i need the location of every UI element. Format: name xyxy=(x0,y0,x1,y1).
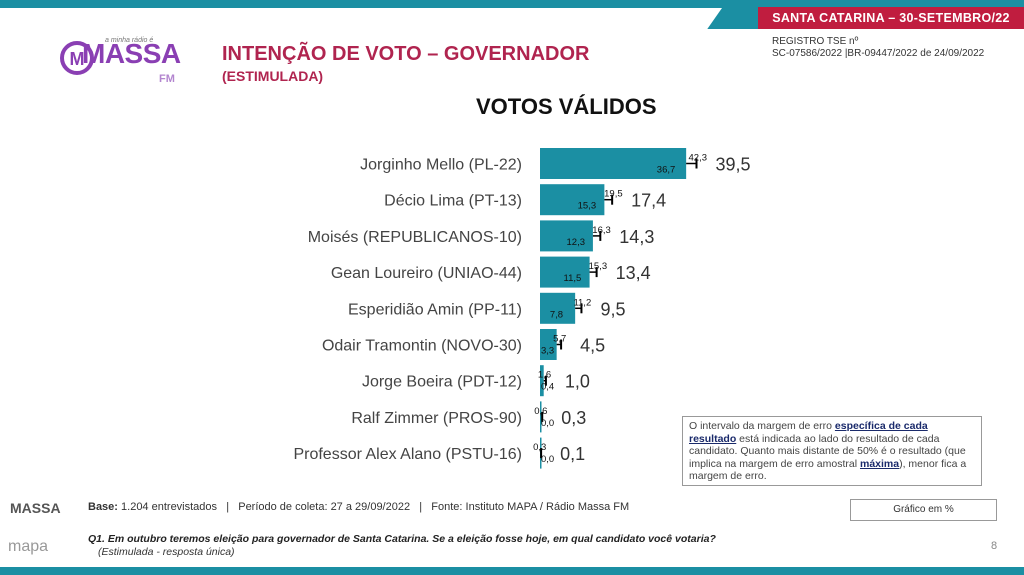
bar xyxy=(540,365,544,397)
bar xyxy=(540,220,593,252)
page-title: INTENÇÃO DE VOTO – GOVERNADOR xyxy=(222,43,590,65)
upper-bound-label: 1,6 xyxy=(538,370,551,381)
state-date-banner: SANTA CATARINA – 30-SETEMBRO/22 xyxy=(758,7,1024,29)
footer-question: Q1. Em outubro teremos eleição para gove… xyxy=(88,533,716,545)
upper-bound-label: 0,3 xyxy=(533,442,546,453)
lower-bound-label: 0,0 xyxy=(541,454,554,465)
page-number: 8 xyxy=(991,540,998,552)
radio-logo-icon: M xyxy=(60,41,94,75)
bottom-color-band xyxy=(0,567,1024,575)
page-subtitle: (ESTIMULADA) xyxy=(222,68,324,84)
logo-suffix: FM xyxy=(159,73,175,85)
note-bold-1: específica de cada resultado xyxy=(689,420,928,445)
value-label: 9,5 xyxy=(600,299,625,319)
footer-logo-massa: MASSA xyxy=(10,500,61,516)
lower-bound-label: 15,3 xyxy=(578,201,597,212)
upper-bound-label: 19,5 xyxy=(604,189,623,200)
registro-line2: SC-07586/2022 |BR-09447/2022 de 24/09/20… xyxy=(772,48,985,59)
value-label: 39,5 xyxy=(716,155,751,175)
logo-brand: MASSA xyxy=(82,38,181,69)
note-text-3: ), menor fica a margem de erro. xyxy=(689,457,967,483)
svg-text:M: M xyxy=(70,49,85,69)
upper-bound-label: 0,6 xyxy=(534,406,547,417)
value-label: 17,4 xyxy=(631,191,666,211)
upper-bound-label: 11,2 xyxy=(573,297,591,308)
upper-bound-label: 16,3 xyxy=(592,225,611,236)
candidate-label: Jorginho Mello (PL-22) xyxy=(360,157,522,174)
candidate-label: Esperidião Amin (PP-11) xyxy=(348,301,522,318)
candidate-label: Décio Lima (PT-13) xyxy=(384,193,522,210)
upper-bound-label: 5,7 xyxy=(553,334,566,345)
footer-base-text: 1.204 entrevistados | Período de coleta:… xyxy=(117,501,630,513)
note-text-1: O intervalo da margem de erro xyxy=(689,420,835,432)
value-label: 13,4 xyxy=(616,263,651,283)
upper-bound-label: 15,3 xyxy=(589,261,608,272)
chart-unit-label: Gráfico em % xyxy=(850,499,997,521)
lower-bound-label: 7,8 xyxy=(550,309,563,320)
candidate-label: Professor Alex Alano (PSTU-16) xyxy=(293,446,522,463)
lower-bound-label: 0,4 xyxy=(541,382,554,393)
bar xyxy=(540,148,687,179)
section-title: VOTOS VÁLIDOS xyxy=(476,94,657,119)
lower-bound-label: 3,3 xyxy=(541,346,554,357)
note-bold-2: máxima xyxy=(859,457,900,470)
footer-logo-mapa: mapa xyxy=(8,538,49,555)
candidate-label: Jorge Boeira (PDT-12) xyxy=(362,374,522,391)
lower-bound-label: 12,3 xyxy=(567,237,586,248)
top-color-band xyxy=(0,0,1024,8)
value-label: 14,3 xyxy=(619,227,654,247)
candidate-label: Ralf Zimmer (PROS-90) xyxy=(351,410,522,427)
upper-bound-label: 42,3 xyxy=(689,153,708,164)
registro-info: REGISTRO TSE nº SC-07586/2022 |BR-09447/… xyxy=(772,36,984,60)
candidate-label: Odair Tramontin (NOVO-30) xyxy=(322,338,522,355)
value-label: 1,0 xyxy=(565,372,590,392)
candidate-label: Gean Loureiro (UNIAO-44) xyxy=(331,265,522,282)
margin-note: O intervalo da margem de erro específica… xyxy=(682,416,982,486)
lower-bound-label: 11,5 xyxy=(564,273,582,284)
logo-tagline: a minha rádio é xyxy=(105,37,154,44)
value-label: 0,1 xyxy=(560,444,585,464)
footer-base: Base: 1.204 entrevistados | Período de c… xyxy=(88,501,629,513)
registro-line1: REGISTRO TSE nº xyxy=(772,36,859,47)
bar xyxy=(540,292,576,324)
note-text-2: está indicada ao lado do resultado de ca… xyxy=(689,432,966,470)
bar xyxy=(540,401,542,433)
lower-bound-label: 0,0 xyxy=(541,418,554,429)
value-label: 0,3 xyxy=(561,408,586,428)
value-label: 4,5 xyxy=(580,336,605,356)
lower-bound-label: 36,7 xyxy=(657,165,676,176)
candidate-label: Moisés (REPUBLICANOS-10) xyxy=(308,229,522,246)
footer-question-sub: (Estimulada - resposta única) xyxy=(98,546,235,558)
bar xyxy=(540,329,557,360)
bar xyxy=(540,256,590,288)
footer-base-label: Base: xyxy=(88,501,118,513)
bar xyxy=(540,184,605,216)
